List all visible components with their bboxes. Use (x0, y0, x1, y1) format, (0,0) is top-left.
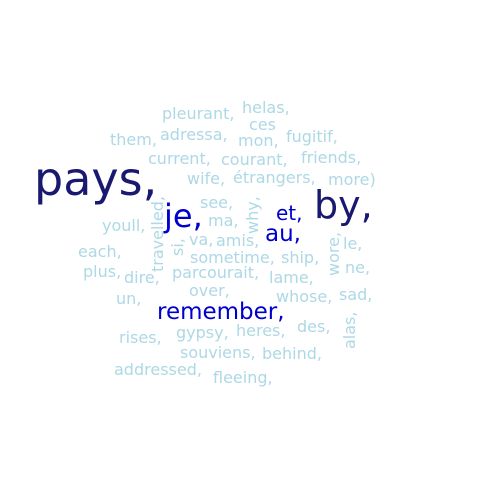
word-them: them, (110, 130, 157, 149)
word-courant: courant, (221, 150, 288, 169)
word-mon: mon, (238, 131, 279, 150)
word-ne: ne, (345, 258, 371, 277)
word-fleeing: fleeing, (213, 368, 273, 387)
word-pays: pays, (34, 152, 158, 206)
word-et: et, (276, 201, 303, 225)
word-plus: plus, (83, 262, 122, 281)
word-remember: remember, (157, 299, 285, 325)
word-ces: ces (249, 115, 276, 134)
word-travelled: travelled, (148, 196, 167, 272)
word-lame: lame, (269, 268, 314, 287)
word-friends: friends, (301, 148, 362, 167)
word-va: va, (189, 230, 214, 249)
word-helas: helas, (242, 98, 290, 117)
word-youll: youll, (102, 216, 146, 235)
word-each: each, (78, 242, 122, 261)
word-amis: amis, (216, 231, 260, 250)
word-si: si, (168, 238, 187, 256)
word-je: je, (164, 197, 203, 235)
word-dire: dire, (124, 268, 160, 287)
word-ma: ma, (208, 211, 239, 230)
word-rises: rises, (119, 328, 162, 347)
word-parcourait: parcourait, (172, 263, 260, 282)
word-alas: alas, (340, 311, 359, 349)
word-over: over, (189, 281, 230, 300)
word-souviens: souviens, (180, 343, 256, 362)
word-ship: ship, (281, 248, 320, 267)
word-wife: wife, (187, 169, 226, 188)
word-behind: behind, (262, 344, 322, 363)
word-au: au, (265, 221, 301, 247)
word-wore: wore, (324, 231, 343, 276)
word-whose: whose, (276, 287, 333, 306)
word-heres: heres, (236, 321, 286, 340)
word-des: des, (297, 317, 331, 336)
word-more: more) (328, 170, 376, 189)
word-un: un, (116, 289, 142, 308)
word-current: current, (148, 149, 211, 168)
word-adressa: adressa, (160, 125, 228, 144)
word-see: see, (200, 193, 234, 212)
word-by: by, (314, 183, 373, 227)
word-le: le, (343, 234, 363, 253)
word-etrangers: étrangers, (233, 168, 316, 187)
word-sometime: sometime, (190, 248, 275, 267)
word-fugitif: fugitif, (286, 127, 338, 146)
word-gypsy: gypsy, (176, 323, 229, 342)
word-sad: sad, (339, 285, 373, 304)
word-pleurant: pleurant, (162, 104, 235, 123)
word-why: why, (243, 196, 262, 234)
word-addressed: addressed, (114, 360, 202, 379)
